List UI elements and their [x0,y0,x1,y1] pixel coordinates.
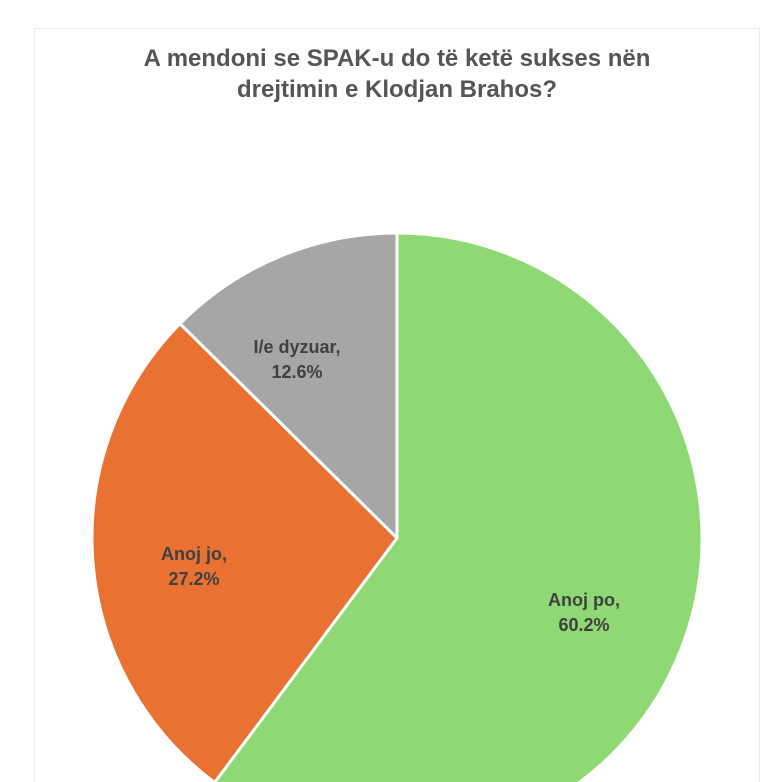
pie-slice-anoj-jo [90,322,399,782]
chart-title-line-2: drejtimin e Klodjan Brahos? [236,76,558,103]
chart-title-line-1: A mendoni se SPAK-u do të ketë sukses në… [143,45,651,72]
pie-slice-anoj-po [213,231,704,782]
chart-title: A mendoni se SPAK-u do të ketë sukses në… [35,43,759,105]
pie-slice-i-e-dyzuar [178,231,399,540]
